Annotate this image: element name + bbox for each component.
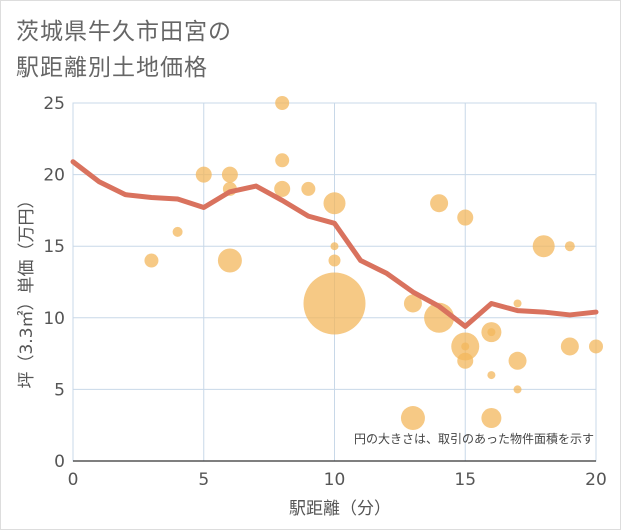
data-bubble [323, 192, 346, 215]
data-bubble [508, 351, 527, 370]
data-bubble [275, 153, 290, 168]
y-tick-label: 0 [54, 452, 65, 472]
x-tick-label: 0 [68, 470, 79, 490]
data-bubble [400, 406, 425, 431]
data-bubble [330, 242, 339, 251]
data-bubble [457, 209, 474, 226]
data-bubble [564, 241, 575, 252]
data-bubble [513, 385, 522, 394]
chart-title: 茨城県牛久市田宮の 駅距離別土地価格 [16, 14, 232, 86]
title-line-2: 駅距離別土地価格 [16, 55, 208, 81]
data-bubble [275, 96, 290, 110]
data-bubble [589, 339, 603, 354]
title-line-1: 茨城県牛久市田宮の [16, 19, 232, 45]
x-tick-label: 10 [324, 470, 346, 490]
y-tick-label: 10 [43, 309, 65, 329]
y-tick-label: 15 [43, 237, 65, 257]
axes: 0 5 10 15 20 0 5 10 15 20 25 [43, 94, 606, 490]
average-price-line [70, 159, 599, 329]
x-tick-label: 20 [585, 470, 607, 490]
data-bubble [172, 226, 183, 237]
data-bubble [328, 254, 341, 267]
data-bubble [487, 371, 496, 380]
y-tick-label: 5 [54, 380, 65, 400]
data-bubble [461, 342, 470, 351]
data-bubble [487, 328, 496, 337]
data-bubble [303, 272, 366, 335]
y-tick-label: 20 [43, 166, 65, 186]
data-bubble [274, 180, 291, 197]
x-tick-label: 5 [198, 470, 209, 490]
data-bubble [217, 248, 242, 273]
data-bubble [481, 408, 502, 429]
x-axis-label: 駅距離（分） [289, 499, 391, 519]
data-bubble [195, 166, 212, 183]
data-bubble [144, 253, 159, 268]
data-bubble [430, 194, 449, 213]
bubble-layer [144, 96, 603, 431]
y-axis-label: 坪（3.3㎡）単価（万円） [17, 191, 37, 388]
data-bubble [301, 181, 316, 196]
data-bubble [403, 294, 422, 313]
x-tick-label: 15 [454, 470, 476, 490]
y-tick-label: 25 [43, 94, 65, 114]
data-bubble [457, 352, 474, 369]
data-bubble [560, 337, 579, 356]
data-bubble [513, 299, 522, 308]
size-note: 円の大きさは、取引のあった物件面積を示す [354, 431, 594, 446]
data-bubble [221, 166, 238, 183]
line-layer [70, 159, 599, 329]
data-bubble [532, 235, 555, 258]
